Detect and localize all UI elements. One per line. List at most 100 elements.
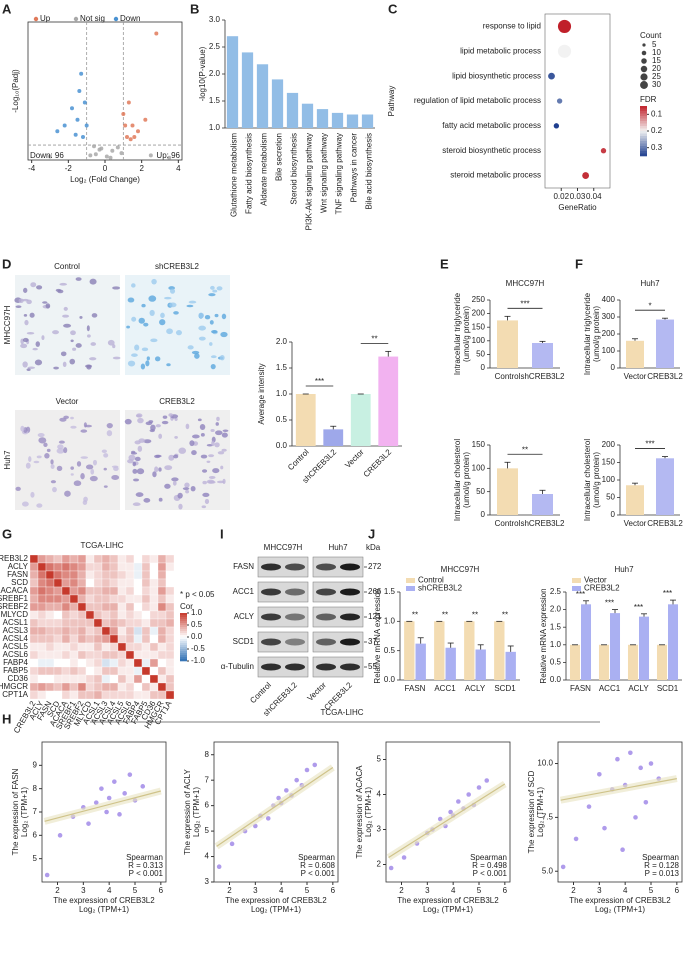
cell — [157, 666, 167, 676]
cell — [141, 690, 151, 700]
cell-stain — [79, 315, 83, 319]
point — [122, 791, 127, 796]
blot-unit: kDa — [366, 543, 381, 552]
cell — [85, 586, 95, 596]
y-tick-label: 3.0 — [209, 15, 221, 24]
y-tick-label: 150 — [472, 440, 486, 449]
section-title: TCGA-LIHC — [320, 708, 363, 717]
cell — [125, 682, 135, 692]
cell — [93, 594, 103, 604]
y-tick-label: ACLY — [8, 562, 29, 571]
point — [77, 89, 82, 93]
cell — [165, 666, 175, 676]
significance-label: *** — [576, 590, 585, 599]
bar — [301, 103, 314, 128]
bubble — [557, 44, 572, 58]
legend-bubble — [640, 81, 648, 89]
cell — [165, 626, 175, 636]
cell-stain — [191, 450, 197, 456]
point — [132, 135, 137, 139]
x-tick-label: 5 — [133, 886, 138, 895]
cell-stain — [169, 288, 176, 294]
cell-stain — [164, 296, 172, 300]
x-tick-label: 3 — [425, 886, 430, 895]
stat-label: R = 0.128 — [644, 861, 679, 870]
cell — [109, 674, 119, 684]
x-tick-label: 3 — [81, 886, 86, 895]
cell — [37, 562, 47, 572]
cell — [77, 554, 87, 564]
cell-stain — [33, 460, 40, 464]
cell — [165, 642, 175, 652]
point — [92, 144, 96, 149]
cell — [93, 602, 103, 612]
bar — [626, 485, 644, 515]
x-axis-label: The expression of CREB3L2 — [397, 896, 499, 905]
band — [285, 663, 305, 671]
cell-stain — [136, 468, 145, 475]
cell — [149, 610, 159, 620]
cell-stain — [128, 454, 136, 461]
kda-label: 121 — [368, 612, 382, 621]
cell-stain — [140, 363, 146, 370]
color-bar — [180, 621, 187, 624]
cell — [53, 610, 63, 620]
color-bar — [180, 631, 187, 634]
cell-stain — [103, 485, 108, 488]
significance-label: *** — [634, 603, 643, 612]
point — [57, 833, 63, 838]
legend-label: 10 — [652, 48, 661, 57]
y-tick-label: 8 — [33, 784, 38, 793]
cell — [77, 642, 87, 652]
y-tick-label: SREBF2 — [0, 602, 29, 611]
cell-stain — [134, 456, 141, 462]
cell — [45, 634, 55, 644]
cell-stain — [38, 437, 47, 444]
x-axis-label: Log₂ (TPM+1) — [79, 905, 129, 914]
y-tick-label: 2.0 — [550, 605, 562, 614]
cell — [125, 658, 135, 668]
cell — [141, 594, 151, 604]
cell-stain — [76, 461, 82, 467]
cell-stain — [186, 304, 194, 308]
cell-stain — [57, 444, 64, 450]
y-tick-label: 1.5 — [209, 96, 221, 105]
cell — [157, 674, 167, 684]
legend-label: Control — [418, 576, 444, 585]
cell — [149, 666, 159, 676]
cell — [117, 586, 127, 596]
cell-stain — [92, 459, 97, 466]
cell — [141, 682, 151, 692]
point — [229, 841, 235, 847]
cell-stain — [202, 480, 207, 485]
cell — [29, 602, 39, 612]
x-tick-label: 2 — [399, 886, 404, 895]
y-tick-label: lipid biosynthetic process — [452, 71, 541, 80]
color-bar — [180, 619, 187, 622]
cell-stain — [112, 356, 121, 360]
point — [586, 804, 592, 809]
color-bar — [180, 657, 187, 660]
significance-label: ** — [522, 445, 528, 454]
point — [130, 123, 135, 128]
y-tick-label: HMGCR — [0, 682, 28, 691]
y-tick-label: 1.0 — [276, 389, 288, 398]
cell — [77, 578, 87, 588]
y-tick-label: 1.5 — [384, 587, 396, 596]
cell — [29, 658, 39, 668]
point — [62, 123, 67, 128]
band — [316, 563, 336, 571]
y-tick-label: fatty acid metabolic process — [442, 121, 541, 130]
y-tick-label: 4 — [377, 790, 382, 799]
color-bar — [640, 146, 647, 149]
color-bar — [180, 627, 187, 630]
cell — [133, 658, 143, 668]
cell — [85, 690, 95, 700]
protein-label: FASN — [233, 562, 254, 571]
legend-label: -1.0 — [191, 656, 205, 665]
cell — [69, 634, 79, 644]
chart-title: Huh7 — [614, 565, 634, 574]
cell — [109, 586, 119, 596]
point — [75, 117, 80, 122]
cell — [37, 586, 47, 596]
